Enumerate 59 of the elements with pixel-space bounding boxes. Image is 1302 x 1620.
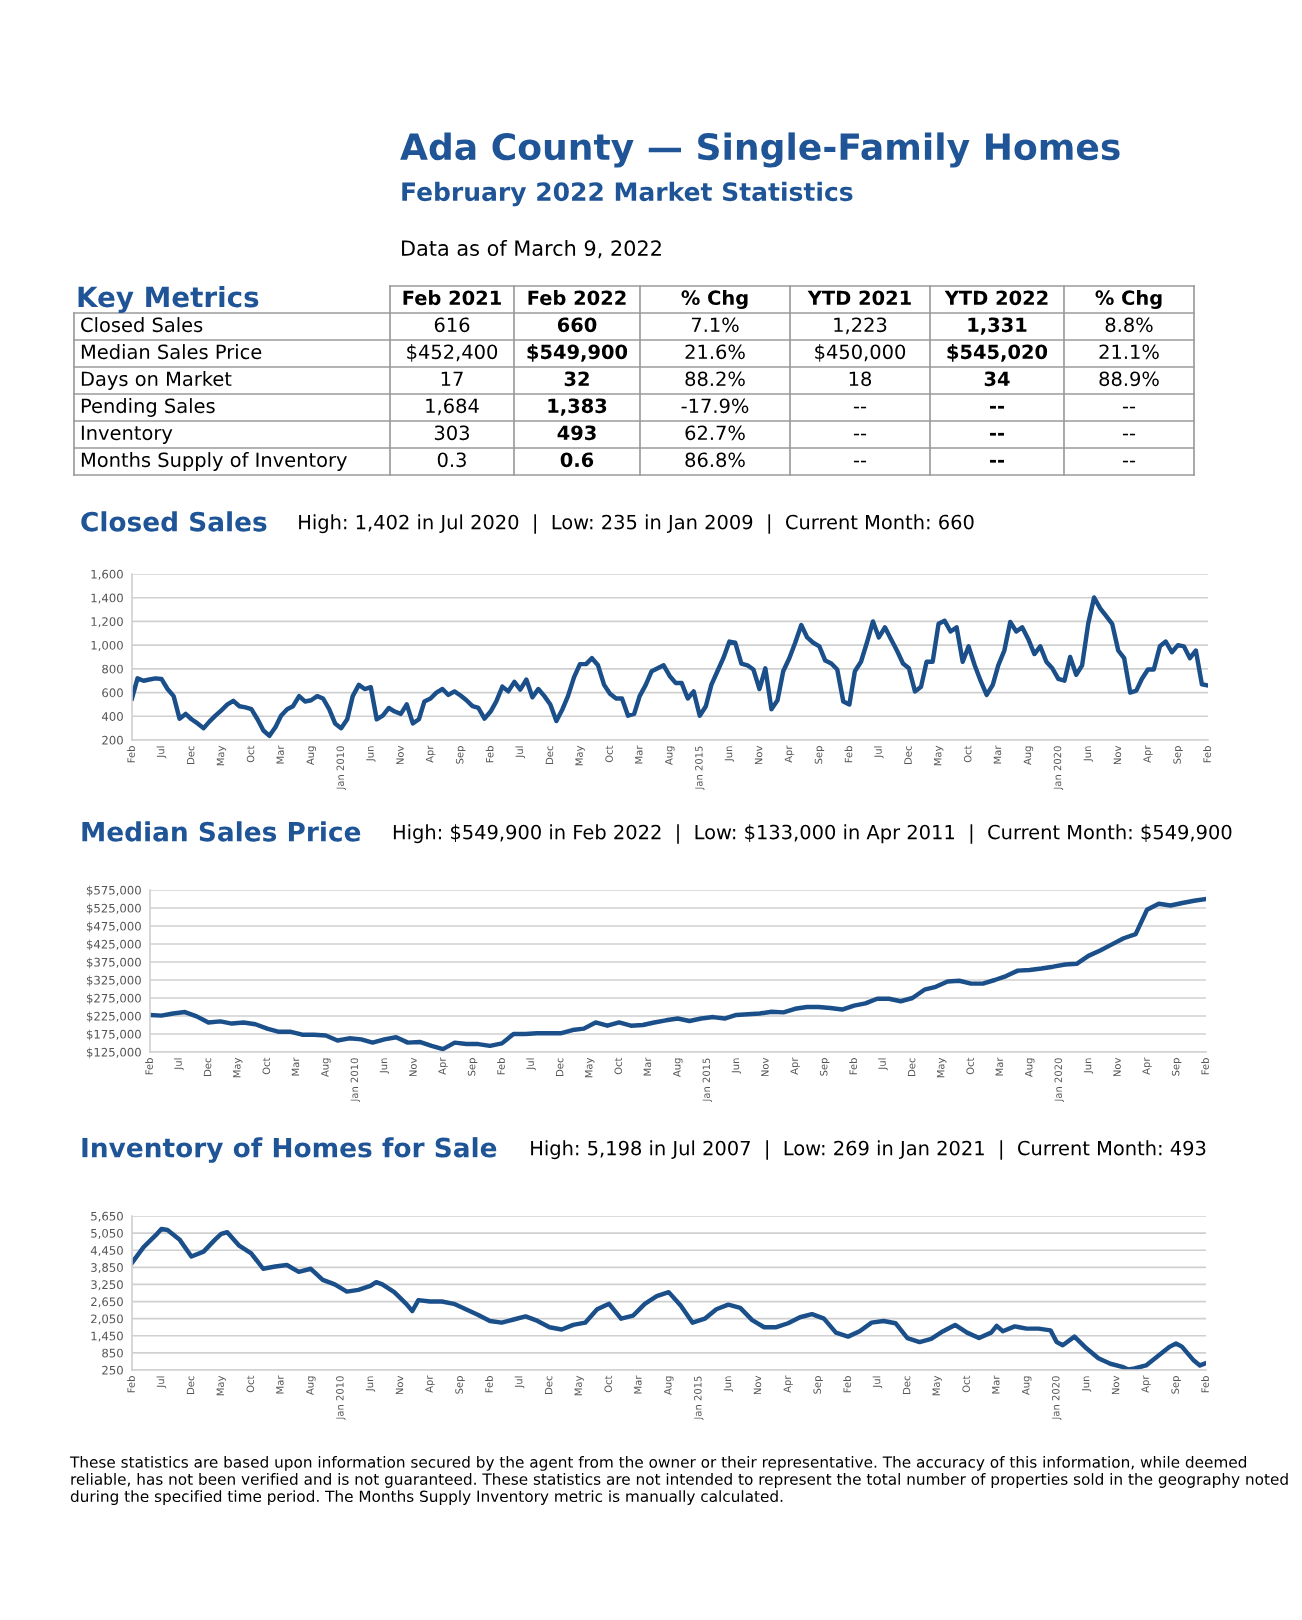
chart-subtitle: High: $549,900 in Feb 2022 | Low: $133,000 in Apr 2011 | Current Month: $549,900 <box>393 824 1232 844</box>
category-label: % Chg <box>681 290 748 309</box>
chart-subtitle: High: 5,198 in Jul 2007 | Low: 269 in Jan 2021 | Current Month: 493 <box>531 1140 1206 1160</box>
category-label: % Chg <box>1095 290 1162 309</box>
text: 21.1% <box>1099 344 1159 360</box>
text: $452,400 <box>407 344 498 362</box>
text: Key Metrics <box>78 285 259 314</box>
text: 8.8% <box>1105 317 1153 333</box>
text: Ada County — Single-Family Homes <box>400 132 1120 168</box>
category-label: Inventory <box>81 425 173 444</box>
text: 86.8% <box>685 452 745 468</box>
text: -- <box>1122 433 1136 436</box>
text: -17.9% <box>681 398 749 414</box>
text: 1,383 <box>548 398 607 416</box>
text: 1,684 <box>426 398 479 416</box>
text: 32 <box>564 371 589 387</box>
chart-subtitle: High: 1,402 in Jul 2020 | Low: 235 in Jan 2009 | Current Month: 660 <box>299 514 974 534</box>
text: $545,020 <box>947 344 1048 362</box>
text: 493 <box>557 425 596 441</box>
text: -- <box>989 459 1005 463</box>
text: 62.7% <box>685 425 745 441</box>
category-label: Closed Sales <box>81 317 203 333</box>
text: -- <box>1122 406 1136 409</box>
category-label: Median Sales Price <box>81 344 262 360</box>
category-label: Feb 2022 <box>528 290 626 306</box>
text: 88.9% <box>1099 371 1159 387</box>
text: 1,223 <box>834 317 887 335</box>
text: -- <box>989 405 1005 409</box>
category-label: Days on Market <box>81 371 232 390</box>
chart-title: Inventory of Homes for Sale <box>82 1137 497 1163</box>
text: Data as of March 9, 2022 <box>402 239 661 259</box>
line-series <box>150 896 1206 1052</box>
text: 0.3 <box>437 452 466 468</box>
text: 18 <box>849 371 872 387</box>
text: 0.6 <box>560 452 594 468</box>
text: 616 <box>434 317 470 333</box>
text: 17 <box>441 371 463 386</box>
category-label: Months Supply of Inventory <box>81 452 347 471</box>
text: $450,000 <box>815 344 906 362</box>
text: 7.1% <box>691 317 739 333</box>
text: -- <box>853 460 867 463</box>
chart-title: Closed Sales <box>81 511 267 532</box>
text: 34 <box>984 371 1010 387</box>
category-label: YTD 2022 <box>944 290 1048 306</box>
text: -- <box>989 432 1005 436</box>
category-label: Pending Sales <box>81 398 215 417</box>
category-label: Feb 2021 <box>403 290 501 306</box>
text: 88.2% <box>685 371 745 387</box>
text: $549,900 <box>527 344 628 362</box>
text: 21.6% <box>685 344 745 360</box>
text: -- <box>853 433 867 436</box>
text: 660 <box>557 317 597 333</box>
text: February 2022 Market Statistics <box>402 181 853 207</box>
chart-title: Median Sales Price <box>82 821 361 842</box>
text: 1,331 <box>968 317 1027 335</box>
category-label: YTD 2021 <box>807 290 911 306</box>
text: -- <box>1122 460 1136 463</box>
text: -- <box>853 406 867 409</box>
text: 303 <box>434 425 469 441</box>
